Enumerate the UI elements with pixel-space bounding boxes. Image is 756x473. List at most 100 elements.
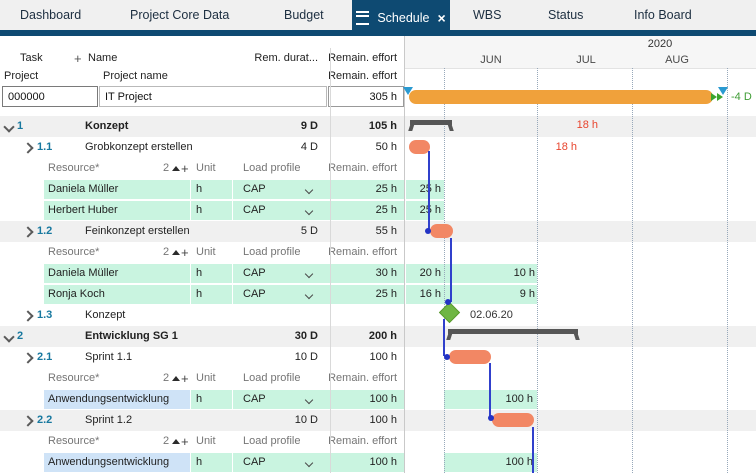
- tab-status[interactable]: Status: [548, 8, 584, 22]
- tab-budget[interactable]: Budget: [284, 8, 324, 22]
- expand-icon[interactable]: [22, 352, 34, 364]
- task-bar-2-2[interactable]: [492, 413, 534, 427]
- task-duration[interactable]: 9 D: [300, 120, 318, 132]
- sort-asc-icon[interactable]: [172, 439, 180, 444]
- task-duration[interactable]: 4 D: [300, 141, 318, 153]
- effort-cell[interactable]: 100 h: [369, 393, 397, 405]
- sort-asc-icon[interactable]: [172, 376, 180, 381]
- gantt-period-value: 9 h: [519, 288, 535, 300]
- column-separator[interactable]: [330, 48, 331, 473]
- unit-cell[interactable]: h: [196, 204, 203, 216]
- add-resource-button[interactable]: +: [181, 434, 189, 449]
- load-profile-select[interactable]: CAP: [243, 183, 266, 195]
- task-bar-1-2[interactable]: [430, 224, 453, 238]
- resource-header-label: Resource*: [48, 162, 100, 174]
- gantt-effort-cell: [406, 180, 444, 199]
- task-duration[interactable]: 30 D: [294, 330, 318, 342]
- task-name[interactable]: Sprint 1.2: [85, 414, 133, 426]
- load-profile-select[interactable]: CAP: [243, 393, 266, 405]
- table-gantt-splitter[interactable]: [404, 36, 405, 473]
- resource-name-cell[interactable]: Daniela Müller: [48, 267, 119, 279]
- col-header-duration[interactable]: Rem. durat...: [254, 52, 318, 64]
- unit-cell[interactable]: h: [196, 456, 203, 468]
- collapse-icon[interactable]: [3, 121, 15, 133]
- effort-cell[interactable]: 25 h: [375, 288, 397, 300]
- effort-cell[interactable]: 25 h: [375, 204, 397, 216]
- task-name[interactable]: Entwicklung SG 1: [85, 330, 178, 342]
- task-row-1-1: 1.1 Grobkonzept erstellen 4 D 50 h: [0, 137, 756, 158]
- unit-cell[interactable]: h: [196, 393, 203, 405]
- summary-bar-1[interactable]: [410, 120, 452, 125]
- expand-icon[interactable]: [22, 415, 34, 427]
- unit-cell[interactable]: h: [196, 267, 203, 279]
- close-icon[interactable]: ×: [437, 10, 446, 26]
- task-duration[interactable]: 10 D: [294, 414, 318, 426]
- sort-asc-icon[interactable]: [172, 250, 180, 255]
- sort-count[interactable]: 2: [163, 246, 170, 258]
- tab-project-core-data[interactable]: Project Core Data: [130, 8, 230, 22]
- task-bar-1-1[interactable]: [409, 140, 430, 154]
- menu-icon[interactable]: [356, 11, 370, 25]
- task-bar-2-1[interactable]: [449, 350, 491, 364]
- timeline-header: [405, 36, 756, 69]
- task-duration[interactable]: 5 D: [300, 225, 318, 237]
- task-id: 2: [17, 330, 24, 342]
- resource-name-cell[interactable]: Ronja Koch: [48, 288, 105, 300]
- load-profile-select[interactable]: CAP: [243, 456, 266, 468]
- effort-cell[interactable]: 30 h: [375, 267, 397, 279]
- gantt-gridline: [537, 68, 538, 473]
- add-resource-button[interactable]: +: [181, 371, 189, 386]
- tab-dashboard[interactable]: Dashboard: [20, 8, 82, 22]
- task-effort[interactable]: 50 h: [375, 141, 397, 153]
- sort-count[interactable]: 2: [163, 435, 170, 447]
- task-effort[interactable]: 100 h: [369, 414, 397, 426]
- load-profile-header: Load profile: [243, 162, 301, 174]
- baseline-start-marker[interactable]: [403, 87, 413, 95]
- col-header-task[interactable]: Task: [20, 52, 43, 64]
- unit-cell[interactable]: h: [196, 288, 203, 300]
- task-name[interactable]: Feinkonzept erstellen: [85, 225, 190, 237]
- add-resource-button[interactable]: +: [181, 245, 189, 260]
- baseline-end-marker[interactable]: [718, 87, 728, 95]
- task-effort[interactable]: 100 h: [369, 351, 397, 363]
- resource-header-label: Resource*: [48, 246, 100, 258]
- task-name[interactable]: Konzept: [85, 309, 126, 321]
- col-header-name[interactable]: Name: [88, 52, 118, 64]
- col-header-effort[interactable]: Remain. effort: [328, 52, 397, 64]
- task-duration[interactable]: 10 D: [294, 351, 318, 363]
- project-name-input[interactable]: IT Project: [99, 86, 327, 107]
- project-effort-input[interactable]: 305 h: [328, 86, 404, 107]
- sort-count[interactable]: 2: [163, 162, 170, 174]
- sort-count[interactable]: 2: [163, 372, 170, 384]
- resource-name-cell[interactable]: Herbert Huber: [48, 204, 118, 216]
- load-profile-select[interactable]: CAP: [243, 288, 266, 300]
- task-name[interactable]: Grobkonzept erstellen: [85, 141, 193, 153]
- resource-name-cell[interactable]: Anwendungsentwicklung: [48, 456, 170, 468]
- expand-icon[interactable]: [22, 142, 34, 154]
- effort-cell[interactable]: 25 h: [375, 183, 397, 195]
- resource-name-cell[interactable]: Anwendungsentwicklung: [48, 393, 170, 405]
- collapse-icon[interactable]: [3, 331, 15, 343]
- effort-cell[interactable]: 100 h: [369, 456, 397, 468]
- task-effort[interactable]: 55 h: [375, 225, 397, 237]
- task-effort[interactable]: 105 h: [368, 120, 397, 132]
- tab-schedule[interactable]: Schedule ×: [352, 0, 450, 36]
- expand-icon[interactable]: [22, 310, 34, 322]
- task-name[interactable]: Sprint 1.1: [85, 351, 133, 363]
- add-resource-button[interactable]: +: [181, 161, 189, 176]
- task-effort[interactable]: 200 h: [368, 330, 397, 342]
- tab-info-board[interactable]: Info Board: [634, 8, 692, 22]
- task-name[interactable]: Konzept: [85, 120, 129, 132]
- project-id-input[interactable]: 000000: [2, 86, 98, 107]
- gantt-period-value: 16 h: [419, 288, 441, 300]
- resource-name-cell[interactable]: Daniela Müller: [48, 183, 119, 195]
- tab-wbs[interactable]: WBS: [473, 8, 502, 22]
- load-profile-select[interactable]: CAP: [243, 204, 266, 216]
- summary-bar-2[interactable]: [448, 329, 578, 334]
- sort-asc-icon[interactable]: [172, 166, 180, 171]
- unit-cell[interactable]: h: [196, 183, 203, 195]
- load-profile-select[interactable]: CAP: [243, 267, 266, 279]
- project-gantt-bar[interactable]: [409, 90, 713, 104]
- expand-icon[interactable]: [22, 226, 34, 238]
- add-column-icon[interactable]: +: [74, 51, 82, 66]
